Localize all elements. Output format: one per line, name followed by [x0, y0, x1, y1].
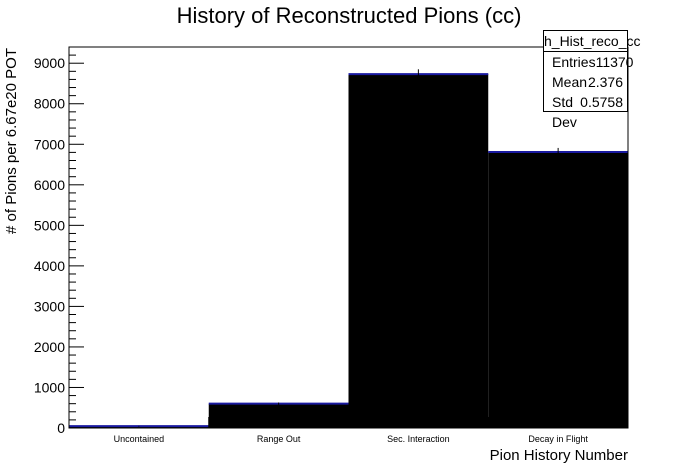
stats-label: Std Dev	[552, 94, 577, 130]
y-tick-label: 5000	[34, 217, 65, 233]
x-tick-label: Range Out	[257, 434, 301, 444]
y-tick-label: 8000	[34, 96, 65, 112]
stats-value: 0.5758	[580, 94, 623, 110]
histogram-bar	[348, 74, 489, 429]
x-axis-label: Pion History Number	[490, 447, 628, 464]
x-tick-label: Sec. Interaction	[387, 434, 450, 444]
stats-title: h_Hist_reco_cc	[544, 31, 641, 52]
plot-frame	[68, 46, 629, 429]
stats-row-stddev: Std Dev 0.5758	[544, 92, 627, 132]
x-tick-label: Decay in Flight	[528, 434, 588, 444]
stats-value: 11370	[595, 54, 634, 70]
y-tick-label: 3000	[34, 298, 65, 314]
y-axis-label: # of Pions per 6.67e20 POT	[3, 48, 20, 234]
y-tick-label: 0	[57, 420, 65, 436]
x-tick-label: Uncontained	[114, 434, 165, 444]
y-tick-label: 7000	[34, 136, 65, 152]
y-tick-label: 2000	[34, 339, 65, 355]
y-tick-label: 1000	[34, 379, 65, 395]
stats-row-entries: Entries 11370	[544, 52, 633, 72]
stats-label: Mean	[552, 74, 588, 90]
y-tick-label: 9000	[34, 55, 65, 71]
stats-value: 2.376	[587, 74, 623, 90]
histogram-bar	[488, 151, 628, 428]
y-tick-label: 6000	[34, 177, 65, 193]
stats-row-mean: Mean 2.376	[544, 72, 627, 92]
stats-label: Entries	[552, 54, 596, 70]
y-tick-label: 4000	[34, 258, 65, 274]
histogram-bar	[208, 403, 349, 428]
chart-title: History of Reconstructed Pions (cc)	[177, 3, 522, 28]
stats-box: h_Hist_reco_cc Entries 11370 Mean 2.376 …	[543, 30, 641, 130]
